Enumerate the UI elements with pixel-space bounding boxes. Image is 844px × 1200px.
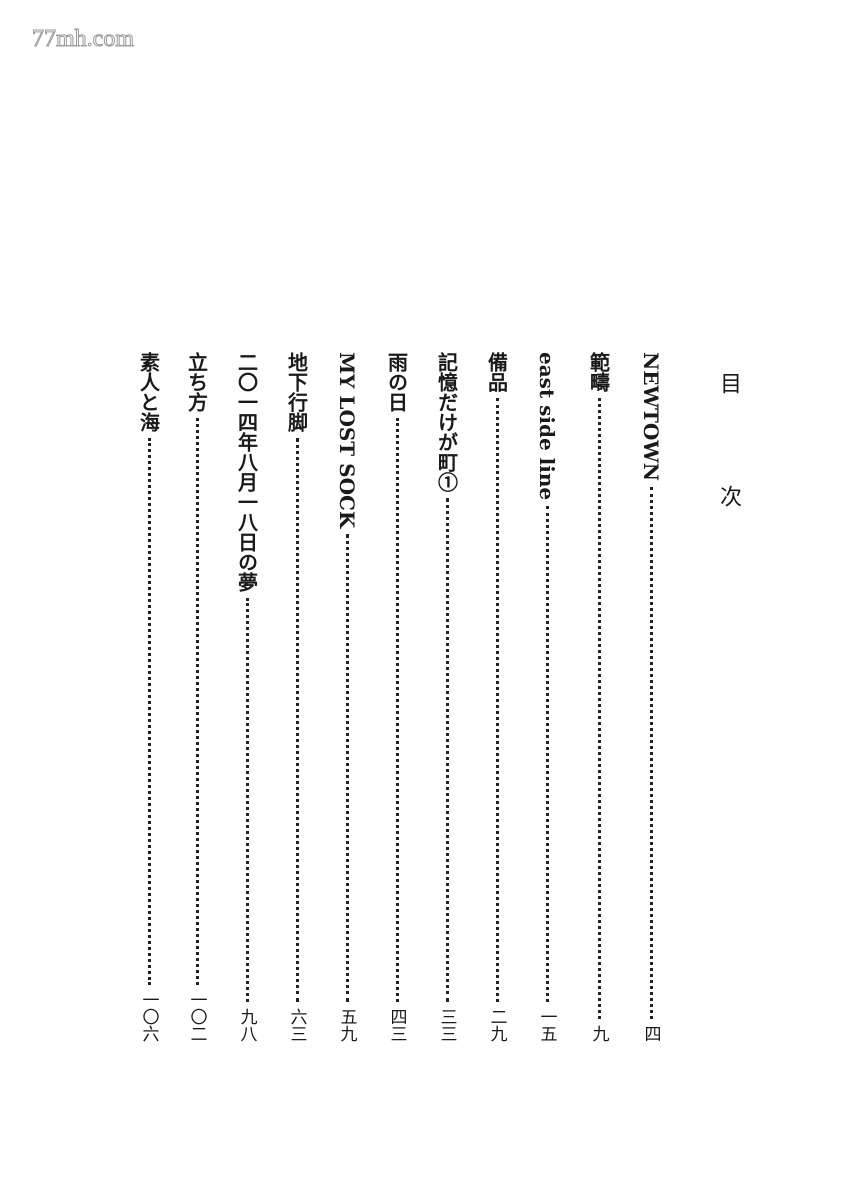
toc-entry[interactable]: 素人と海 一〇六	[134, 352, 164, 1042]
entry-title: 地下行脚	[284, 352, 309, 432]
entry-page-number: 五九	[336, 1008, 357, 1042]
dot-leader	[598, 398, 601, 1019]
entry-page-number: 六三	[286, 1008, 307, 1042]
entry-page-number: 九	[588, 1025, 609, 1042]
dot-leader	[446, 498, 449, 1002]
toc-entry[interactable]: 範疇九	[584, 352, 614, 1042]
toc-entry[interactable]: 備品 二九	[482, 352, 512, 1042]
entry-title: 二〇一四年八月一八日の夢	[234, 352, 259, 592]
entry-title: 備品	[484, 352, 509, 392]
dot-leader	[246, 598, 249, 1002]
entry-page-number: 四	[640, 1025, 661, 1042]
toc-entry[interactable]: NEWTOWN 四	[636, 352, 666, 1042]
toc-entry[interactable]: 地下行脚 六三	[282, 352, 312, 1042]
entry-page-number: 九八	[236, 1008, 257, 1042]
entry-page-number: 四三	[386, 1008, 407, 1042]
dot-leader	[650, 487, 653, 1019]
entry-page-number: 一〇六	[138, 991, 159, 1042]
watermark: 77mh.com	[32, 26, 135, 53]
toc-title: 目 次	[716, 372, 741, 549]
entry-page-number: 二九	[486, 1008, 507, 1042]
entry-title: 素人と海	[136, 352, 161, 432]
entry-page-number: 一五	[536, 1008, 557, 1042]
entry-title: east side line	[535, 352, 559, 501]
toc-entry[interactable]: 記憶だけが町① 三三	[432, 352, 462, 1042]
dot-leader	[196, 418, 199, 985]
toc-entry[interactable]: east side line 一五	[532, 352, 562, 1042]
entry-title: 雨の日	[384, 352, 409, 412]
entry-title: 記憶だけが町①	[434, 352, 459, 492]
toc-entry[interactable]: 雨の日 四三	[382, 352, 412, 1042]
dot-leader	[496, 398, 499, 1002]
toc-entry[interactable]: 立ち方 一〇二	[182, 352, 212, 1042]
entry-title: 範疇	[586, 352, 611, 392]
entry-page-number: 一〇二	[186, 991, 207, 1042]
dot-leader	[148, 438, 151, 985]
dot-leader	[396, 418, 399, 1002]
toc-entry[interactable]: 二〇一四年八月一八日の夢九八	[232, 352, 262, 1042]
dot-leader	[296, 438, 299, 1002]
toc-entry[interactable]: MY LOST SOCK 五九	[332, 352, 362, 1042]
dot-leader	[546, 506, 549, 1002]
entry-title: MY LOST SOCK	[335, 352, 359, 529]
dot-leader	[346, 534, 349, 1002]
entry-page-number: 三三	[436, 1008, 457, 1042]
entry-title: NEWTOWN	[639, 352, 663, 482]
entry-title: 立ち方	[184, 352, 209, 412]
